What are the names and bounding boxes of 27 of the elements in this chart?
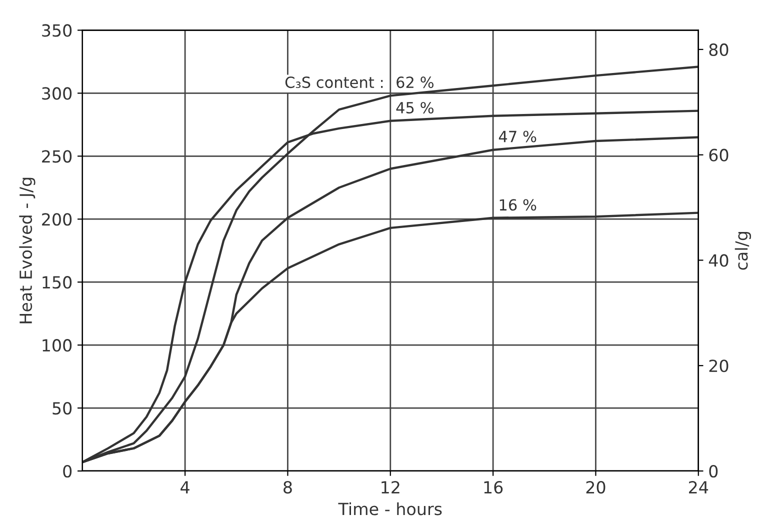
y-tick-label: 50: [52, 402, 72, 415]
y2-tick-label: 40: [708, 254, 728, 267]
y-axis-title: Heat Evolved - J/g: [19, 178, 36, 324]
y-tick-label: 0: [63, 464, 72, 478]
x-tick-label: 20: [586, 481, 606, 494]
y-tick-label: 100: [42, 339, 72, 352]
y-tick-label: 150: [42, 276, 72, 289]
y2-tick-label: 60: [709, 148, 728, 162]
y-tick-label: 250: [42, 150, 72, 163]
y2-axis-title: cal/g: [734, 232, 752, 270]
annotation: C₃S content :: [285, 76, 383, 88]
series-label: 16 %: [500, 199, 536, 211]
x-tick-label: 4: [180, 481, 190, 494]
x-tick-label: 16: [484, 481, 503, 494]
y-tick-label: 300: [42, 87, 72, 100]
y2-tick-label: 20: [709, 360, 728, 372]
x-tick-label: 24: [689, 481, 708, 494]
series-label: 45 %: [396, 102, 434, 114]
series-label: 62 %: [396, 76, 434, 88]
y2-tick-label: 80: [709, 43, 728, 56]
x-tick-label: 8: [284, 481, 292, 494]
y-tick-label: 350: [42, 24, 72, 37]
x-axis-title: Time - hours: [338, 502, 442, 516]
y-tick-label: 200: [42, 213, 72, 226]
x-tick-label: 12: [382, 481, 400, 494]
series-label: 47 %: [498, 130, 536, 142]
y2-tick-label: 0: [709, 464, 718, 478]
